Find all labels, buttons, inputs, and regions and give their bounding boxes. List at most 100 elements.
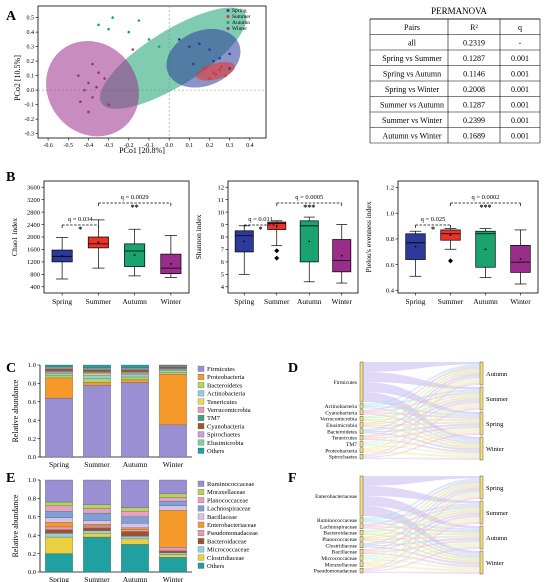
family-sankey-right-label: Winter <box>486 560 505 567</box>
box-xtick-label: Autumn <box>122 297 147 306</box>
family-sankey-flow <box>363 559 480 570</box>
box-ytick-label: 2400 <box>27 222 40 229</box>
box-ytick-label: 4 <box>221 284 225 291</box>
box-mean <box>519 257 522 260</box>
box-ytick-label: 2000 <box>27 234 40 241</box>
family-legend-label: Ruminococcaceae <box>207 481 254 488</box>
point-autumn <box>127 30 131 34</box>
box-ytick-label: 10 <box>218 209 225 216</box>
phylum-legend-label: Verrucomicrobia <box>207 407 251 414</box>
table-cell: Summer vs Autumn <box>380 101 444 110</box>
table-cell: Spring vs Winter <box>385 85 440 94</box>
phylum-legend-swatch <box>197 374 205 380</box>
box-ytick-label: 1.2 <box>386 185 394 192</box>
box-ytick-label: 3600 <box>27 184 40 191</box>
phylum-sankey-left-label: Firmicutes <box>333 380 357 386</box>
family-legend-label: Pseudomonadaceae <box>207 530 258 537</box>
family-legend-label: Bacteroidaceae <box>207 538 247 545</box>
family-sankey-flow <box>363 565 480 572</box>
phylum-sankey-left-node <box>359 428 364 434</box>
family-bar-segment <box>121 535 149 540</box>
family-bar-segment <box>83 536 111 573</box>
family-sankey-right-node <box>479 525 484 550</box>
phylum-bar-segment <box>83 382 111 386</box>
point-spring <box>208 48 211 51</box>
phylum-legend-label: Cyanobacteria <box>207 423 245 430</box>
phylum-sankey-flow <box>363 364 480 405</box>
family-sankey-right-node <box>479 475 484 500</box>
phylum-legend-swatch <box>197 390 205 397</box>
family-sankey-left-label: Bacillaceae <box>332 550 358 556</box>
box-ytick-label: 0.6 <box>386 262 395 269</box>
family-bar-segment <box>121 531 149 537</box>
point-autumn <box>107 27 110 31</box>
family-bar-segment <box>45 536 73 554</box>
family-legend-label: Lachnospiraceae <box>207 506 251 513</box>
legend-marker-summer <box>226 15 230 18</box>
family-legend-swatch <box>197 562 205 569</box>
phylum-sankey-flow <box>363 375 480 437</box>
family-bar-segment <box>121 479 149 508</box>
point-summer <box>224 74 227 77</box>
permanova-title: PERMANOVA <box>431 6 487 16</box>
family-sankey-left-label: Bacteroidaceae <box>323 531 357 537</box>
phylum-bar-segment <box>83 373 111 376</box>
family-bar-segment <box>121 511 149 517</box>
box-outlier <box>274 248 280 254</box>
phylum-legend-swatch <box>197 431 205 438</box>
box-xtick-label: Spring <box>405 297 425 306</box>
phylum-sankey-right-label: Spring <box>486 421 504 428</box>
phylum-sankey-right-node <box>479 361 484 386</box>
family-bar-segment <box>83 527 111 531</box>
family-bar-segment <box>121 527 149 530</box>
family-sankey-right-node <box>479 500 484 525</box>
table-cell: Spring vs Autumn <box>383 70 441 79</box>
family-legend-label: Enterobacteriaceae <box>207 522 257 529</box>
phylum-sankey-flow <box>363 380 480 450</box>
phylum-sankey-flow <box>363 451 480 458</box>
family-sankey-flow <box>363 476 480 486</box>
phylum-bar-segment <box>159 372 187 375</box>
phylum-sankey-right-node <box>479 436 484 461</box>
box-xtick-label: Autumn <box>297 297 322 306</box>
family-bar-segment <box>45 526 73 530</box>
box-mean <box>243 240 246 243</box>
phylum-legend-swatch <box>197 423 205 430</box>
family-bar-segment <box>159 554 187 558</box>
family-legend-swatch <box>197 505 205 512</box>
pcoa-xtick-label: 0.3 <box>226 143 234 149</box>
family-sankey-left-label: Lachnospiraceae <box>320 524 358 530</box>
box-outlier <box>448 258 453 264</box>
box-mean <box>169 263 172 265</box>
box-ytick-label: 0.8 <box>386 236 394 243</box>
box-mean <box>308 240 311 243</box>
family-sankey-right-label: Summer <box>486 510 509 517</box>
family-sankey-flow <box>363 544 480 566</box>
family-sankey-flow <box>363 546 480 572</box>
phylum-bar-segment <box>45 364 73 367</box>
phylum-sankey-flow <box>363 366 480 412</box>
pcoa-xtick-label: -0.5 <box>64 143 74 149</box>
table-header: q <box>518 23 522 32</box>
family-bar-segment <box>83 512 111 521</box>
phylum-ytick-label: 0.8 <box>28 381 36 388</box>
pcoa-ylabel: PCo2 [10.5%] <box>13 55 22 101</box>
phylum-sankey-flow <box>363 378 480 443</box>
family-sankey-left-node <box>359 555 364 561</box>
box-ytick-label: 12 <box>218 184 225 191</box>
pcoa-xtick-label: -0.6 <box>43 143 53 149</box>
pcoa-ytick-label: 0.3 <box>27 45 35 51</box>
phylum-bar-segment <box>83 374 111 379</box>
panel-label-a: A <box>6 9 17 24</box>
box-ytick-label: 7 <box>221 247 225 254</box>
legend-marker-winter <box>226 27 230 30</box>
phylum-bar-segment <box>159 424 187 458</box>
point-spring <box>228 52 231 56</box>
phylum-bar-segment <box>45 373 73 376</box>
box-ytick-label: 6 <box>221 259 225 266</box>
phylum-sankey-left-node <box>359 453 364 460</box>
family-bar-segment <box>121 516 149 524</box>
phylum-bar-segment <box>121 382 149 458</box>
pcoa-xtick-label: 0.0 <box>165 143 173 149</box>
